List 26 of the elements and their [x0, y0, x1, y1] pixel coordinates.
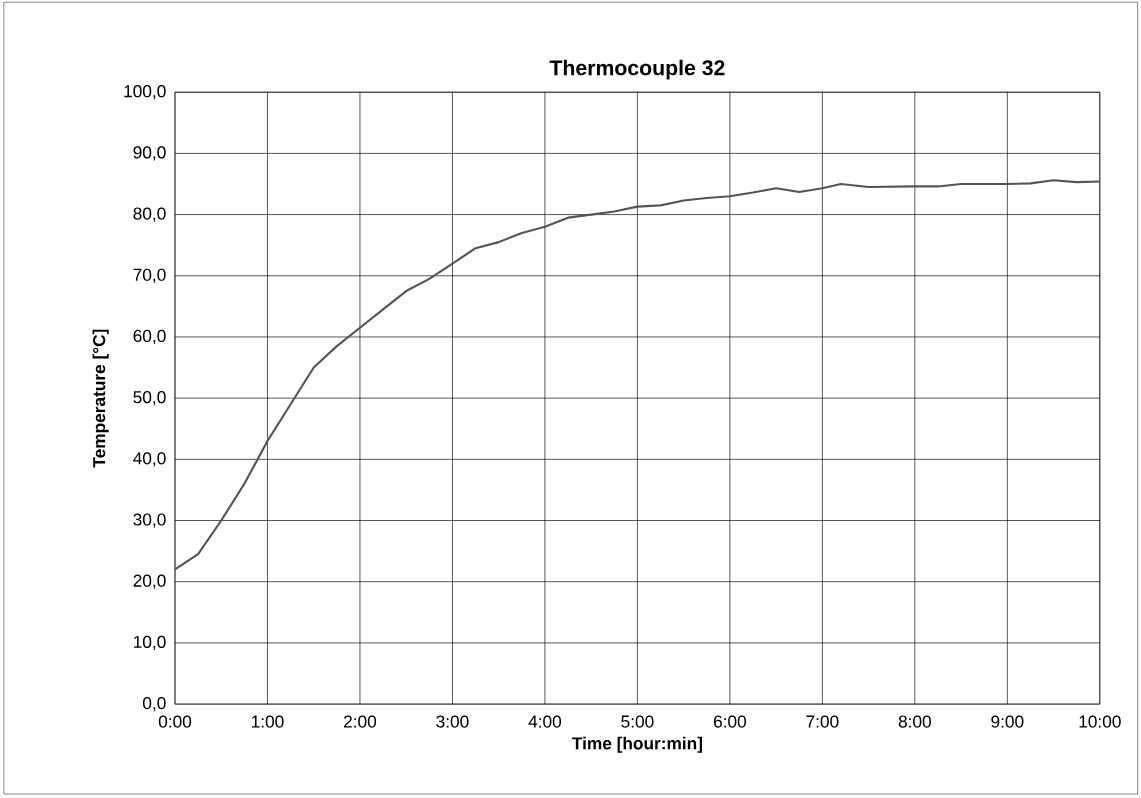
y-tick-label: 60,0	[133, 329, 166, 345]
x-axis-title: Time [hour:min]	[572, 736, 702, 753]
line-series	[175, 179, 1100, 571]
y-tick-label: 100,0	[124, 85, 166, 100]
x-tick-label: 0:00	[158, 715, 192, 728]
x-tick-label: 9:00	[991, 715, 1024, 728]
y-tick-label: 70,0	[133, 268, 166, 283]
x-tick-label: 4:00	[528, 715, 562, 728]
chart-title: Thermocouple 32	[549, 59, 725, 80]
y-tick-label: 20,0	[133, 574, 166, 589]
x-tick-label: 2:00	[344, 715, 377, 728]
x-tick-label: 6:00	[713, 715, 747, 728]
y-tick-label: 0,0	[142, 697, 166, 712]
x-tick-label: 5:00	[621, 715, 654, 728]
y-tick-label: 10,0	[134, 635, 166, 651]
y-tick-label: 80,0	[133, 207, 166, 222]
x-tick-label: 7:00	[806, 715, 839, 728]
y-axis-title: Temperature [°C]	[92, 329, 109, 468]
x-tick-label: 10:00	[1079, 715, 1121, 728]
x-tick-label: 8:00	[898, 715, 931, 728]
y-tick-label: 30,0	[133, 513, 166, 528]
y-tick-label: 40,0	[133, 452, 166, 467]
y-tick-label: 50,0	[133, 391, 166, 406]
x-tick-label: 3:00	[436, 715, 469, 728]
x-tick-label: 1:00	[251, 715, 284, 728]
y-tick-label: 90,0	[133, 146, 166, 161]
